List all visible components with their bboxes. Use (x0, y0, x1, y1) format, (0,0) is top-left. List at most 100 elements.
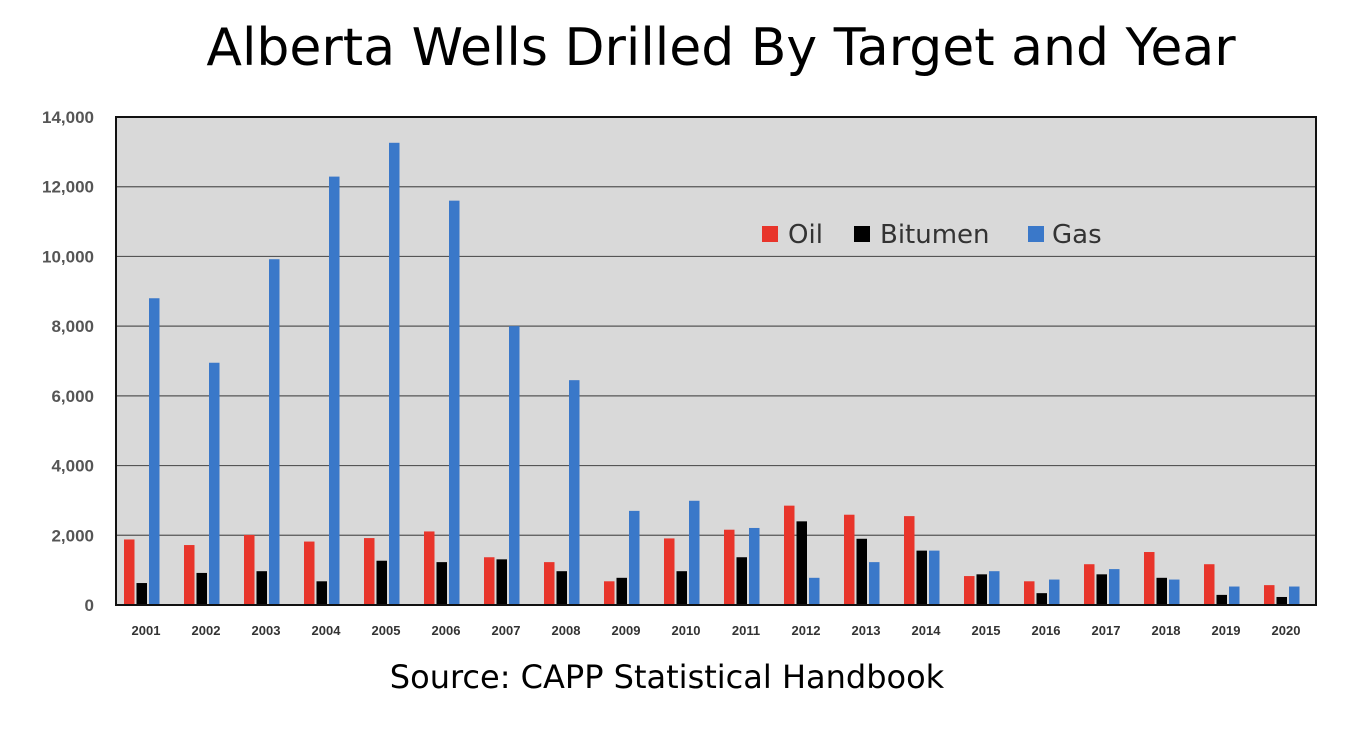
bar-gas-2017 (1109, 569, 1120, 605)
x-tick-label: 2019 (1212, 623, 1241, 638)
bar-bitumen-2018 (1156, 577, 1167, 605)
legend: Oil Bitumen Gas (762, 220, 1102, 250)
bar-oil-2010 (664, 538, 675, 605)
bars (124, 142, 1300, 605)
bar-bitumen-2004 (316, 581, 327, 605)
bar-bitumen-2014 (916, 550, 927, 605)
x-tick-label: 2018 (1152, 623, 1181, 638)
plot-border (115, 116, 1317, 606)
x-tick-label: 2008 (552, 623, 581, 638)
bar-gas-2007 (509, 326, 520, 605)
y-tick-label: 8,000 (51, 317, 94, 336)
x-tick-label: 2012 (792, 623, 821, 638)
bar-bitumen-2011 (736, 557, 747, 605)
legend-swatch-bitumen (854, 226, 870, 242)
bar-bitumen-2013 (856, 538, 867, 605)
bar-gas-2019 (1229, 586, 1240, 605)
y-tick-label: 14,000 (42, 108, 94, 127)
bar-gas-2020 (1289, 586, 1300, 605)
bar-oil-2008 (544, 562, 555, 605)
bar-bitumen-2001 (136, 583, 147, 605)
bar-gas-2008 (569, 380, 580, 605)
x-tick-label: 2013 (852, 623, 881, 638)
bar-bitumen-2007 (496, 559, 507, 605)
x-tick-label: 2020 (1272, 623, 1301, 638)
bar-gas-2014 (929, 550, 940, 605)
y-tick-label: 6,000 (51, 387, 94, 406)
x-tick-label: 2001 (132, 623, 161, 638)
y-tick-label: 12,000 (42, 178, 94, 197)
legend-label-bitumen: Bitumen (880, 220, 990, 250)
x-tick-label: 2016 (1032, 623, 1061, 638)
x-tick-label: 2015 (972, 623, 1001, 638)
bar-oil-2019 (1204, 564, 1215, 605)
gridlines (116, 186, 1316, 536)
x-tick-label: 2005 (372, 623, 401, 638)
bar-bitumen-2010 (676, 571, 687, 605)
bar-gas-2001 (149, 298, 160, 605)
bar-gas-2016 (1049, 579, 1060, 605)
bar-oil-2005 (364, 538, 375, 605)
bar-oil-2020 (1264, 585, 1275, 605)
bar-gas-2002 (209, 362, 220, 605)
bar-gas-2012 (809, 577, 820, 605)
bar-oil-2014 (904, 516, 915, 605)
x-tick-label: 2017 (1092, 623, 1121, 638)
bar-gas-2003 (269, 259, 280, 605)
bar-oil-2015 (964, 576, 975, 605)
source-caption: Source: CAPP Statistical Handbook (389, 658, 945, 696)
x-tick-label: 2011 (732, 623, 760, 638)
bar-gas-2005 (389, 142, 400, 605)
y-tick-label: 10,000 (42, 247, 94, 266)
bar-gas-2018 (1169, 579, 1180, 605)
bar-oil-2016 (1024, 581, 1035, 605)
bar-bitumen-2003 (256, 571, 267, 605)
bar-oil-2007 (484, 557, 495, 605)
bar-bitumen-2002 (196, 572, 207, 605)
bar-bitumen-2006 (436, 562, 447, 605)
x-tick-label: 2009 (612, 623, 641, 638)
chart-title: Alberta Wells Drilled By Target and Year (206, 18, 1236, 78)
bar-oil-2011 (724, 529, 735, 605)
bar-oil-2017 (1084, 564, 1095, 605)
x-tick-label: 2014 (912, 623, 942, 638)
bar-oil-2001 (124, 539, 135, 605)
bar-bitumen-2009 (616, 577, 627, 605)
bar-bitumen-2020 (1276, 596, 1287, 605)
bar-bitumen-2012 (796, 521, 807, 605)
x-tick-label: 2007 (492, 623, 521, 638)
bar-bitumen-2019 (1216, 594, 1227, 605)
bar-oil-2009 (604, 581, 615, 605)
bar-gas-2009 (629, 510, 640, 605)
bar-bitumen-2017 (1096, 574, 1107, 605)
bar-gas-2010 (689, 500, 700, 605)
x-tick-label: 2002 (192, 623, 221, 638)
legend-swatch-gas (1028, 226, 1044, 242)
y-tick-label: 0 (85, 596, 94, 615)
bar-bitumen-2016 (1036, 593, 1047, 605)
bar-oil-2004 (304, 541, 315, 605)
y-tick-label: 4,000 (51, 457, 94, 476)
x-tick-label: 2010 (672, 623, 701, 638)
legend-label-gas: Gas (1052, 220, 1102, 250)
bar-oil-2018 (1144, 552, 1155, 605)
bar-gas-2015 (989, 571, 1000, 605)
y-tick-label: 2,000 (51, 526, 94, 545)
bar-bitumen-2008 (556, 571, 567, 605)
x-tick-label: 2003 (252, 623, 281, 638)
bar-gas-2006 (449, 200, 460, 605)
x-tick-label: 2004 (312, 623, 342, 638)
bar-bitumen-2005 (376, 560, 387, 605)
bar-gas-2004 (329, 176, 340, 605)
x-axis-ticks: 2001 2002 2003 2004 2005 2006 2007 2008 2009 2010… (132, 623, 1301, 638)
bar-gas-2013 (869, 562, 880, 605)
y-axis-ticks: 0 2,000 4,000 6,000 8,000 10,000 12,000 14,000 (42, 108, 94, 615)
bar-oil-2003 (244, 534, 255, 605)
plot-area (116, 117, 1316, 605)
legend-label-oil: Oil (788, 220, 823, 250)
x-tick-label: 2006 (432, 623, 461, 638)
bar-gas-2011 (749, 527, 760, 605)
legend-swatch-oil (762, 226, 778, 242)
bar-oil-2013 (844, 514, 855, 605)
